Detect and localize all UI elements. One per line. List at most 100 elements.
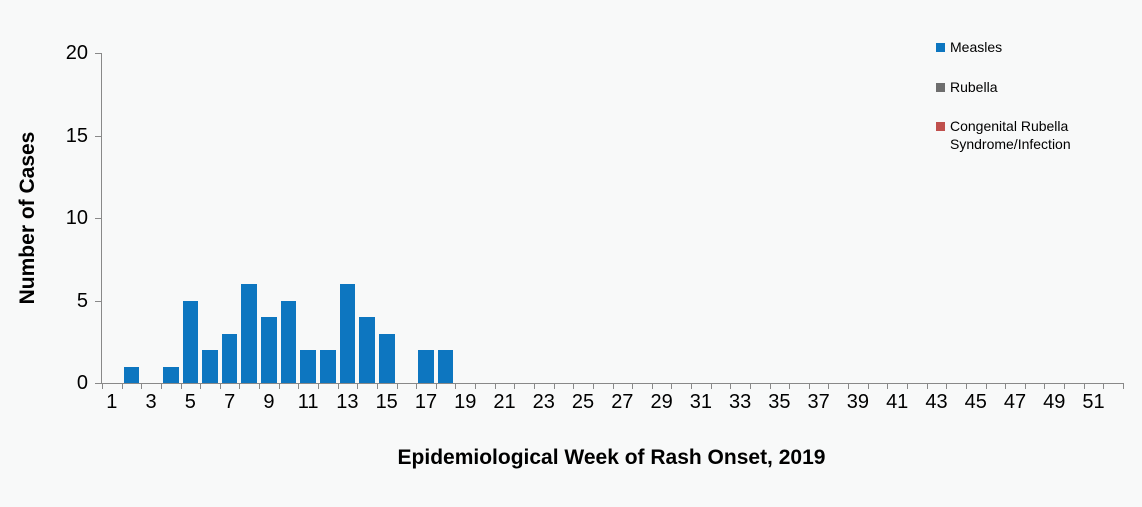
x-tick-mark	[337, 383, 339, 389]
y-axis-title: Number of Cases	[16, 131, 39, 305]
x-tick-label: 39	[846, 391, 870, 413]
x-tick-label: 11	[297, 391, 319, 413]
bar-week-14	[359, 317, 375, 383]
x-tick-label: 19	[454, 391, 477, 413]
x-tick-mark	[907, 383, 909, 389]
legend-label-measles: Measles	[950, 39, 1003, 55]
x-tick-mark	[651, 383, 653, 389]
x-tick-mark	[553, 383, 555, 389]
x-tick-mark	[985, 383, 987, 389]
x-tick-mark	[102, 383, 103, 389]
y-tick-mark	[95, 300, 102, 302]
x-tick-label: 31	[689, 391, 712, 413]
x-tick-mark	[219, 383, 221, 389]
x-tick-label: 15	[375, 391, 398, 413]
x-tick-mark	[1083, 383, 1085, 389]
rubella-swatch-icon	[936, 82, 945, 92]
x-tick-mark	[848, 383, 850, 389]
x-tick-mark	[376, 383, 378, 389]
legend-label-rubella: Rubella	[950, 78, 998, 95]
y-tick-mark	[95, 218, 102, 219]
x-tick-label: 41	[886, 391, 909, 413]
x-tick-label: 13	[336, 391, 359, 413]
x-tick-label: 29	[650, 391, 673, 413]
bar-week-10	[280, 300, 297, 383]
y-tick-label: 0	[76, 372, 88, 394]
x-tick-mark	[1123, 383, 1124, 389]
legend-label-crs: Congenital Rubella Syndrome/Infection	[950, 118, 1071, 152]
bar-week-8	[241, 284, 258, 383]
x-tick-mark	[121, 383, 123, 389]
x-tick-label: 27	[611, 391, 634, 413]
x-tick-label: 49	[1043, 391, 1066, 413]
plot-area: 0 5 10 15 20 1 3 5 7 9 11 13 15 17 19 21 23 25 27 29 31 33 35 3…	[66, 43, 1124, 412]
x-tick-label: 9	[263, 391, 275, 413]
x-tick-mark	[769, 383, 771, 389]
x-tick-label: 3	[145, 391, 157, 413]
x-tick-label: 45	[964, 391, 987, 413]
x-tick-mark	[533, 383, 535, 389]
x-tick-mark	[435, 383, 437, 389]
bar-week-18	[437, 350, 454, 383]
bar-week-6	[202, 350, 218, 383]
bar-week-4	[162, 366, 179, 383]
x-tick-mark	[946, 383, 948, 389]
x-tick-label: 7	[224, 391, 236, 413]
x-tick-mark	[867, 383, 869, 389]
bar-week-2	[123, 366, 140, 383]
y-tick-label: 15	[65, 124, 88, 147]
y-tick-mark	[95, 53, 102, 54]
x-tick-mark	[632, 383, 634, 389]
x-tick-mark	[298, 383, 300, 389]
x-tick-mark	[612, 383, 614, 389]
bar-week-9	[261, 317, 277, 383]
x-tick-mark	[710, 383, 712, 389]
x-tick-label: 35	[768, 391, 791, 413]
x-tick-mark	[671, 383, 673, 389]
x-tick-label: 43	[925, 391, 948, 413]
x-tick-mark	[180, 383, 182, 389]
y-tick-label: 20	[65, 42, 88, 64]
x-tick-mark	[1064, 383, 1066, 389]
x-tick-mark	[1044, 383, 1046, 389]
x-tick-mark	[160, 383, 162, 389]
bar-week-5	[182, 300, 199, 383]
x-tick-mark	[887, 383, 889, 389]
x-tick-mark	[200, 383, 202, 389]
legend-item-crs: Congenital Rubella Syndrome/Infection	[936, 118, 1138, 153]
x-tick-mark	[317, 383, 319, 389]
x-axis-title: Epidemiological Week of Rash Onset, 2019	[397, 446, 826, 469]
y-tick-mark	[95, 135, 102, 137]
legend: Measles Rubella Congenital Rubella Syndr…	[936, 39, 1138, 153]
crs-swatch-icon	[936, 122, 945, 131]
bar-week-13	[339, 284, 356, 383]
x-tick-label: 23	[532, 391, 555, 413]
x-tick-mark	[691, 383, 693, 389]
x-tick-mark	[455, 383, 457, 389]
x-tick-mark	[1005, 383, 1007, 389]
x-tick-label: 21	[493, 391, 516, 413]
x-tick-mark	[396, 383, 398, 389]
x-tick-mark	[475, 383, 477, 389]
x-tick-mark	[965, 383, 967, 389]
x-tick-mark	[828, 383, 830, 389]
x-tick-mark	[808, 383, 810, 389]
x-tick-mark	[494, 383, 496, 389]
bar-week-15	[378, 333, 395, 383]
x-tick-label: 5	[184, 391, 196, 413]
x-tick-label: 37	[807, 391, 830, 413]
x-tick-label: 17	[414, 391, 438, 413]
x-tick-label: 51	[1082, 391, 1105, 413]
x-tick-mark	[789, 383, 791, 389]
x-tick-mark	[573, 383, 575, 389]
measles-swatch-icon	[936, 43, 945, 52]
x-tick-mark	[1103, 383, 1105, 389]
x-tick-mark	[239, 383, 241, 389]
x-tick-mark	[514, 383, 516, 389]
bar-week-12	[319, 350, 336, 383]
x-tick-mark	[259, 383, 261, 389]
bar-week-17	[418, 350, 434, 383]
x-tick-label: 1	[106, 391, 118, 413]
y-tick-mark	[95, 383, 102, 384]
x-tick-mark	[141, 383, 143, 389]
